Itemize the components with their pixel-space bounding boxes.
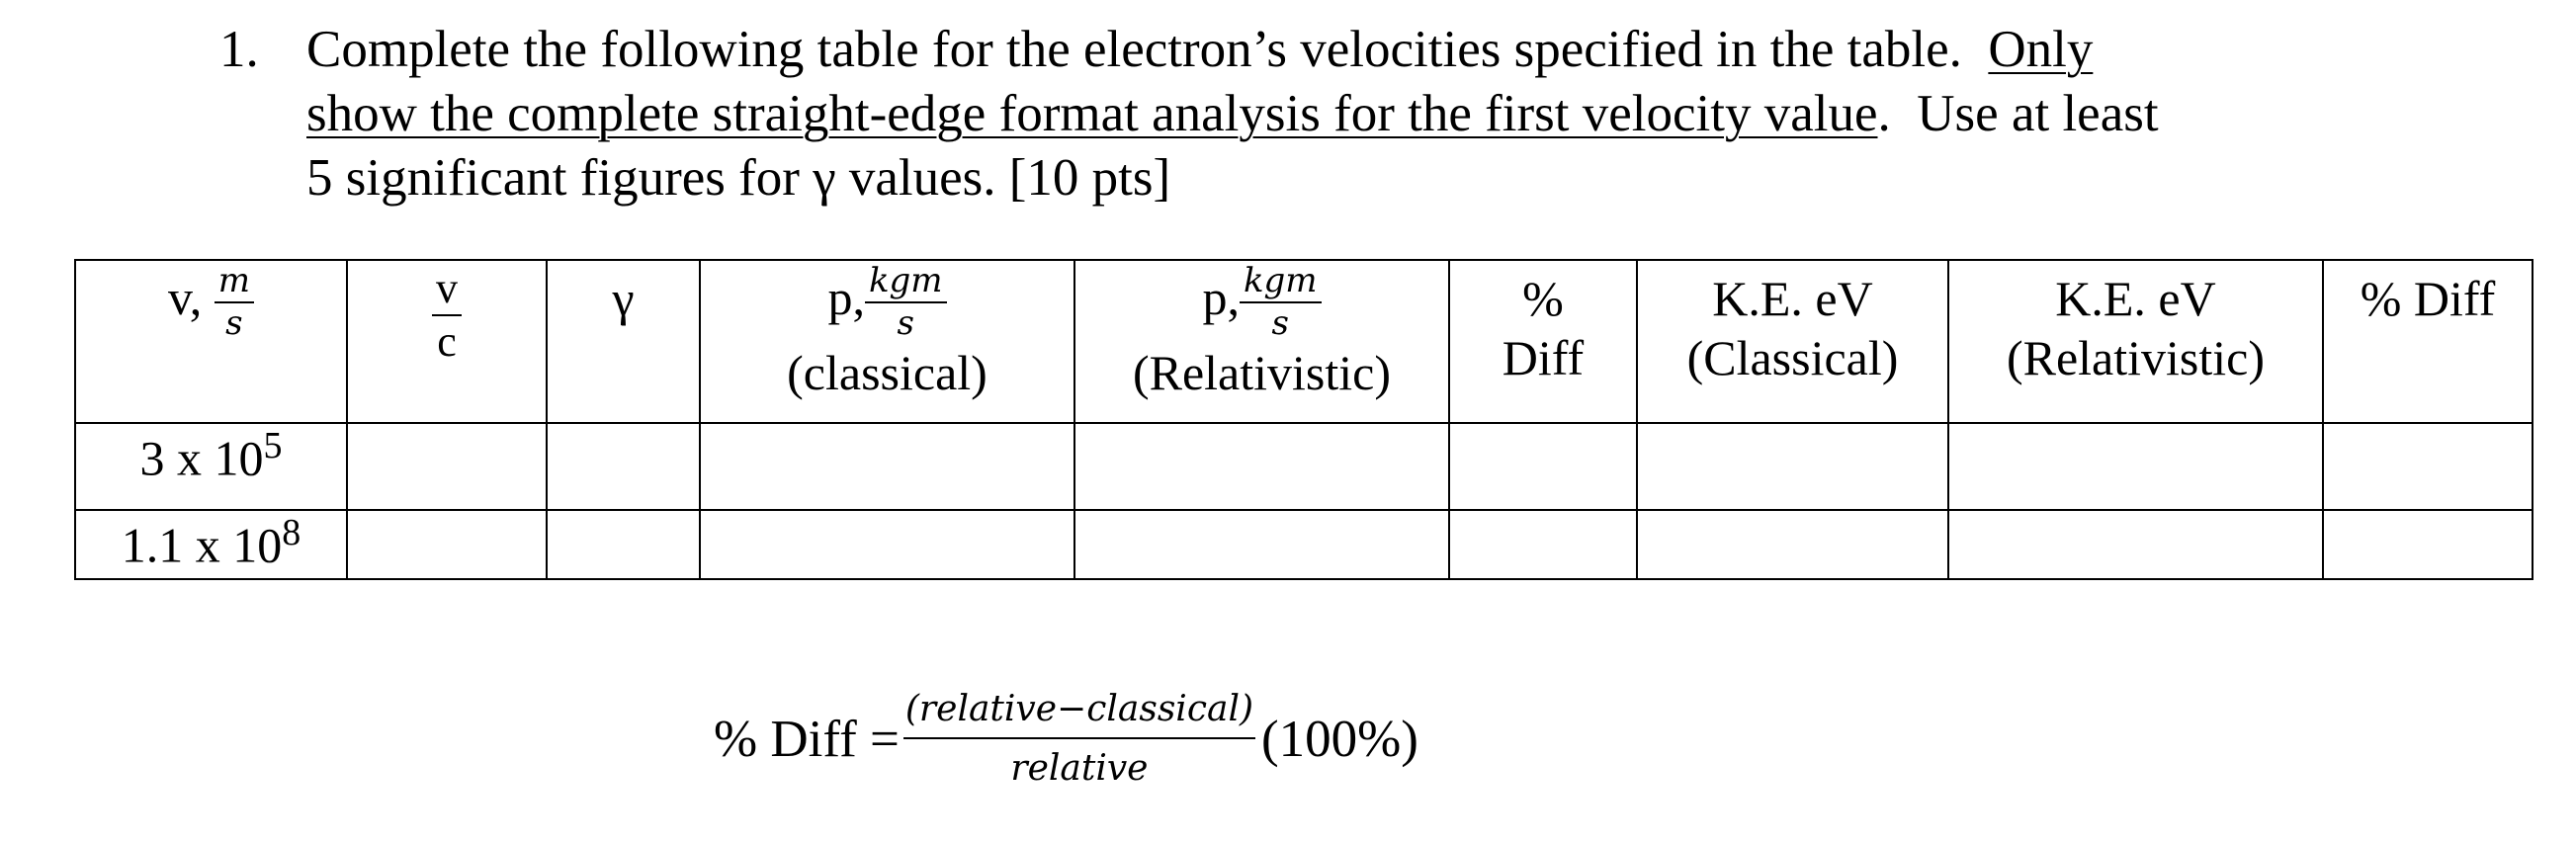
cell-p-relativistic[interactable]	[1073, 422, 1450, 511]
header-v-over-c-num: v	[432, 264, 462, 317]
question-underlined-only: Only	[1988, 21, 2094, 78]
formula-numerator: (relative−classical)	[902, 690, 1255, 739]
question-line-3: 5 significant figures for γ values. [10 …	[306, 149, 1171, 207]
header-p-relativistic-prefix: p,	[1202, 269, 1240, 325]
question-line-1: Complete the following table for the ele…	[306, 18, 2481, 82]
header-ke-classical-line2: (Classical)	[1686, 330, 1899, 385]
question-underlined-instruction: show the complete straight-edge format a…	[306, 85, 1878, 142]
table-row: 1.1 x 108	[74, 509, 2533, 580]
cell-ke-classical[interactable]	[1636, 509, 1949, 580]
cell-pct-diff-1[interactable]	[1448, 509, 1638, 580]
header-pct-diff-2-label: % Diff	[2360, 271, 2496, 326]
formula-rhs: (100%)	[1261, 710, 1418, 768]
cell-velocity: 1.1 x 108	[74, 509, 348, 580]
formula-denominator: relative	[1010, 747, 1149, 789]
velocity-exponent: 8	[282, 512, 301, 553]
header-velocity-unit-den: s	[225, 303, 243, 344]
cell-pct-diff-2[interactable]	[2322, 422, 2533, 511]
formula-lhs: % Diff =	[714, 710, 900, 768]
header-p-relativistic-den: s	[1271, 303, 1289, 344]
header-pct-diff-1-line2: Diff	[1502, 330, 1585, 385]
formula-fraction: (relative−classical) relative	[902, 690, 1255, 789]
header-p-relativistic-unit-line: p, kgm s	[1075, 262, 1448, 344]
header-p-classical-unit: kgm s	[864, 262, 947, 344]
header-ke-classical: K.E. eV (Classical)	[1636, 259, 1949, 424]
header-p-classical-den: s	[897, 303, 914, 344]
velocity-base: 3 x 10	[139, 430, 264, 486]
velocity-exponent: 5	[263, 425, 283, 466]
cell-ke-classical[interactable]	[1636, 422, 1949, 511]
header-p-relativistic-label: (Relativistic)	[1132, 344, 1392, 400]
cell-p-classical[interactable]	[699, 509, 1075, 580]
header-p-relativistic-num: kgm	[1239, 262, 1322, 304]
cell-ke-relativistic[interactable]	[1947, 509, 2324, 580]
question-line-2-text: . Use at least	[1877, 85, 2159, 142]
header-pct-diff-1-line1: %	[1522, 271, 1564, 326]
header-velocity-prefix: v,	[167, 269, 203, 325]
header-gamma-label: γ	[612, 271, 635, 326]
header-ke-relativistic: K.E. eV (Relativistic)	[1947, 259, 2324, 424]
cell-gamma[interactable]	[546, 509, 701, 580]
header-ke-relativistic-line1: K.E. eV	[2055, 271, 2216, 326]
question-line-2: show the complete straight-edge format a…	[306, 82, 2481, 146]
header-p-classical-unit-line: p, kgm s	[701, 262, 1073, 344]
header-p-classical-num: kgm	[864, 262, 947, 304]
table-row: 3 x 105	[74, 422, 2533, 511]
header-pct-diff-2: % Diff	[2322, 259, 2533, 424]
cell-pct-diff-1[interactable]	[1448, 422, 1638, 511]
velocity-base: 1.1 x 10	[121, 517, 283, 573]
question-number: 1.	[219, 21, 259, 78]
header-p-classical: p, kgm s (classical)	[699, 259, 1075, 424]
cell-pct-diff-2[interactable]	[2322, 509, 2533, 580]
cell-v-over-c[interactable]	[346, 422, 548, 511]
cell-ke-relativistic[interactable]	[1947, 422, 2324, 511]
header-p-relativistic: p, kgm s (Relativistic)	[1073, 259, 1450, 424]
cell-velocity: 3 x 105	[74, 422, 348, 511]
header-ke-classical-line1: K.E. eV	[1712, 271, 1873, 326]
header-ke-relativistic-line2: (Relativistic)	[2006, 330, 2266, 385]
percent-diff-formula: % Diff = (relative−classical) relative (1…	[714, 690, 1418, 788]
question-line-1-text: Complete the following table for the ele…	[306, 21, 1989, 78]
header-velocity-unit-num: m	[214, 262, 254, 304]
header-p-relativistic-unit: kgm s	[1239, 262, 1322, 344]
cell-p-classical[interactable]	[699, 422, 1075, 511]
cell-v-over-c[interactable]	[346, 509, 548, 580]
header-gamma: γ	[546, 259, 701, 424]
header-v-over-c-den: c	[437, 317, 457, 367]
header-p-classical-label: (classical)	[787, 344, 987, 400]
header-pct-diff-1: % Diff	[1448, 259, 1638, 424]
cell-gamma[interactable]	[546, 422, 701, 511]
cell-p-relativistic[interactable]	[1073, 509, 1450, 580]
header-p-classical-prefix: p,	[827, 269, 865, 325]
question-text: Complete the following table for the ele…	[306, 18, 2481, 211]
